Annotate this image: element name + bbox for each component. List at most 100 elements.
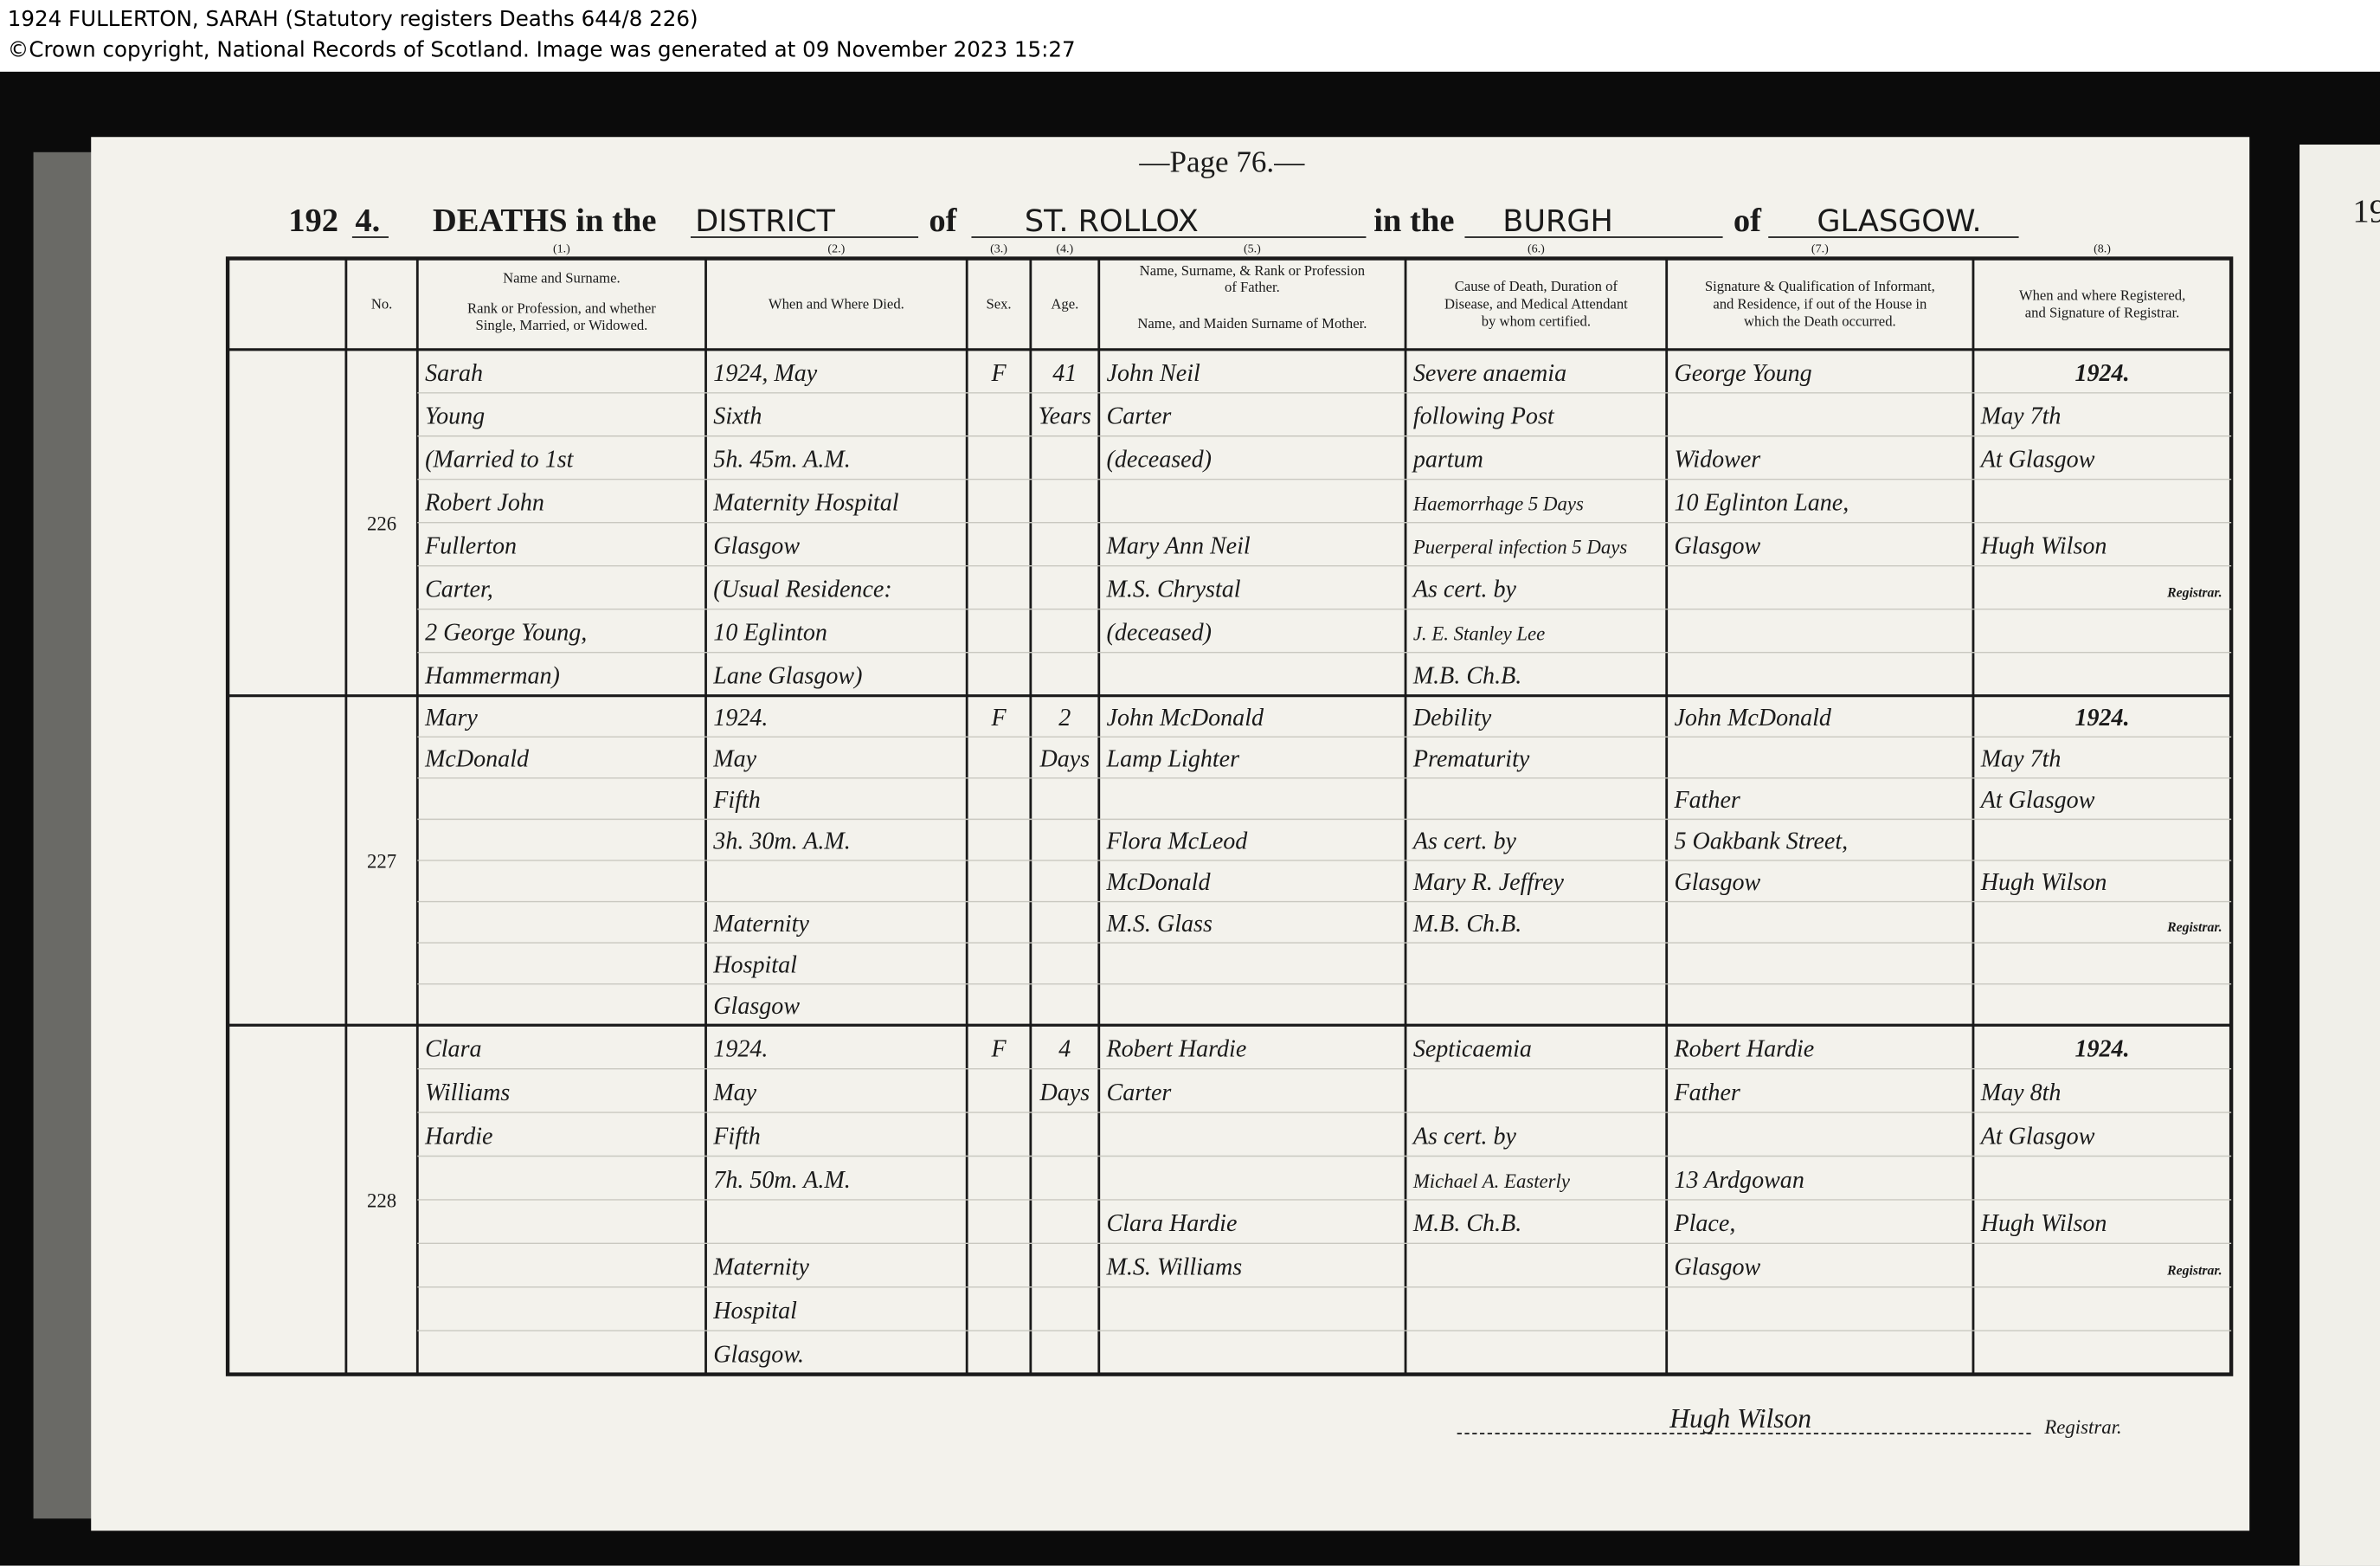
- handwritten-line: Place,: [1673, 1210, 1735, 1237]
- handwritten-line: M.B. Ch.B.: [1412, 911, 1521, 938]
- handwritten-line: Hardie: [424, 1123, 492, 1150]
- handwritten-line: following Post: [1413, 403, 1555, 430]
- handwritten-line: J. E. Stanley Lee: [1413, 623, 1545, 645]
- handwritten-line: George Young: [1674, 360, 1811, 387]
- handwritten-line: Mary: [424, 705, 478, 731]
- handwritten-line: Carter: [1107, 1079, 1172, 1106]
- column-header: Sex.: [986, 295, 1011, 312]
- handwritten-line: 1924.: [2074, 705, 2129, 731]
- heading-of2: of: [1734, 203, 1762, 239]
- handwritten-line: Michael A. Easterly: [1412, 1170, 1571, 1192]
- handwritten-line: Maternity: [712, 1254, 809, 1281]
- handwritten-line: Glasgow: [713, 533, 800, 560]
- handwritten-line: 5 Oakbank Street,: [1674, 828, 1848, 855]
- handwritten-line: Father: [1673, 787, 1740, 814]
- handwritten-line: Hugh Wilson: [1980, 1210, 2107, 1237]
- handwritten-line: Robert Hardie: [1673, 1036, 1814, 1063]
- handwritten-line: Fullerton: [424, 533, 517, 560]
- handwritten-line: Father: [1673, 1079, 1740, 1106]
- handwritten-line: M.S. Glass: [1106, 911, 1213, 938]
- handwritten-line: Debility: [1412, 705, 1492, 731]
- handwritten-line: As cert. by: [1412, 577, 1517, 603]
- column-header: Disease, and Medical Attendant: [1444, 295, 1628, 312]
- column-header: When and where Registered,: [2019, 287, 2185, 303]
- handwritten-line: Mary Ann Neil: [1106, 533, 1251, 560]
- heading-district: ST. ROLLOX: [1025, 203, 1199, 239]
- column-header: which the Death occurred.: [1744, 313, 1896, 330]
- column-header: Name, and Maiden Surname of Mother.: [1137, 315, 1367, 332]
- handwritten-line: Glasgow: [713, 993, 800, 1020]
- handwritten-line: Lane Glasgow): [712, 663, 862, 690]
- heading-in-the: in the: [1373, 203, 1454, 239]
- handwritten-line: Flora McLeod: [1106, 828, 1249, 855]
- entry-number: 226: [367, 512, 396, 534]
- handwritten-line: Severe anaemia: [1413, 360, 1566, 387]
- handwritten-line: M.S. Williams: [1106, 1254, 1243, 1281]
- heading-deaths: DEATHS in the: [433, 203, 657, 239]
- heading-burgh-label: BURGH: [1502, 203, 1613, 239]
- handwritten-line: Clara: [425, 1036, 481, 1063]
- handwritten-line: Sarah: [425, 360, 483, 387]
- column-header: of Father.: [1225, 279, 1280, 295]
- handwritten-line: M.S. Chrystal: [1106, 577, 1241, 603]
- column-header: Name and Surname.: [503, 270, 621, 287]
- column-header: Cause of Death, Duration of: [1455, 278, 1618, 294]
- handwritten-line: May: [712, 1079, 756, 1106]
- handwritten-line: 1924.: [2074, 360, 2129, 387]
- handwritten-line: Mary R. Jeffrey: [1412, 869, 1565, 896]
- footer-registrar: Registrar.: [2043, 1416, 2121, 1438]
- handwritten-line: M.B. Ch.B.: [1412, 663, 1521, 690]
- heading-of1: of: [929, 203, 957, 239]
- handwritten-line: Lamp Lighter: [1106, 745, 1240, 772]
- handwritten-line: Hospital: [712, 1298, 797, 1324]
- column-number: (6.): [1528, 242, 1545, 256]
- handwritten-line: Carter,: [425, 577, 493, 603]
- handwritten-line: Hammerman): [424, 663, 560, 690]
- handwritten-line: McDonald: [424, 745, 530, 772]
- table-frame: [225, 256, 2234, 1376]
- registrar-label: Registrar.: [2166, 920, 2222, 935]
- column-header: Rank or Profession, and whether: [467, 300, 656, 317]
- handwritten-line: Prematurity: [1412, 745, 1530, 772]
- handwritten-line: At Glasgow: [1979, 447, 2095, 474]
- handwritten-line: 2: [1058, 705, 1071, 731]
- entry-number: 227: [367, 851, 396, 873]
- registrar-label: Registrar.: [2166, 586, 2222, 601]
- handwritten-line: At Glasgow: [1979, 787, 2095, 814]
- handwritten-line: (deceased): [1107, 447, 1212, 474]
- heading-district-label: DISTRICT: [695, 203, 835, 239]
- handwritten-line: Septicaemia: [1413, 1036, 1532, 1063]
- handwritten-line: F: [990, 705, 1007, 731]
- handwritten-line: Robert John: [424, 490, 544, 517]
- handwritten-line: 3h. 30m. A.M.: [712, 828, 850, 855]
- handwritten-line: Hospital: [712, 951, 797, 978]
- handwritten-line: 5h. 45m. A.M.: [713, 447, 850, 474]
- caption-band: [0, 0, 2380, 72]
- handwritten-line: McDonald: [1106, 869, 1212, 896]
- next-page-year: 19: [2352, 193, 2380, 229]
- handwritten-line: 2 George Young,: [425, 620, 587, 647]
- handwritten-line: Fifth: [712, 787, 761, 814]
- handwritten-line: Widower: [1674, 447, 1760, 474]
- handwritten-line: As cert. by: [1412, 828, 1517, 855]
- column-number: (1.): [553, 242, 570, 256]
- handwritten-line: (deceased): [1107, 620, 1212, 647]
- handwritten-line: May 8th: [1980, 1079, 2062, 1106]
- handwritten-line: partum: [1412, 447, 1483, 474]
- handwritten-line: 7h. 50m. A.M.: [713, 1167, 850, 1194]
- handwritten-line: At Glasgow: [1979, 1123, 2095, 1150]
- column-header: and Residence, if out of the House in: [1713, 295, 1927, 312]
- caption-line: 1924 FULLERTON, SARAH (Statutory registe…: [8, 6, 698, 31]
- handwritten-line: 10 Eglinton: [713, 620, 827, 647]
- column-header: When and Where Died.: [769, 295, 904, 312]
- handwritten-line: 1924.: [713, 1036, 768, 1063]
- handwritten-line: (Usual Residence:: [713, 577, 891, 603]
- next-page: [2300, 145, 2380, 1566]
- column-number: (7.): [1811, 242, 1829, 256]
- handwritten-line: Carter: [1107, 403, 1172, 430]
- handwritten-line: Glasgow: [1674, 533, 1760, 560]
- handwritten-line: Puerperal infection 5 Days: [1412, 537, 1628, 558]
- handwritten-line: Williams: [425, 1079, 510, 1106]
- column-header: No.: [371, 295, 393, 312]
- handwritten-line: F: [990, 1036, 1007, 1063]
